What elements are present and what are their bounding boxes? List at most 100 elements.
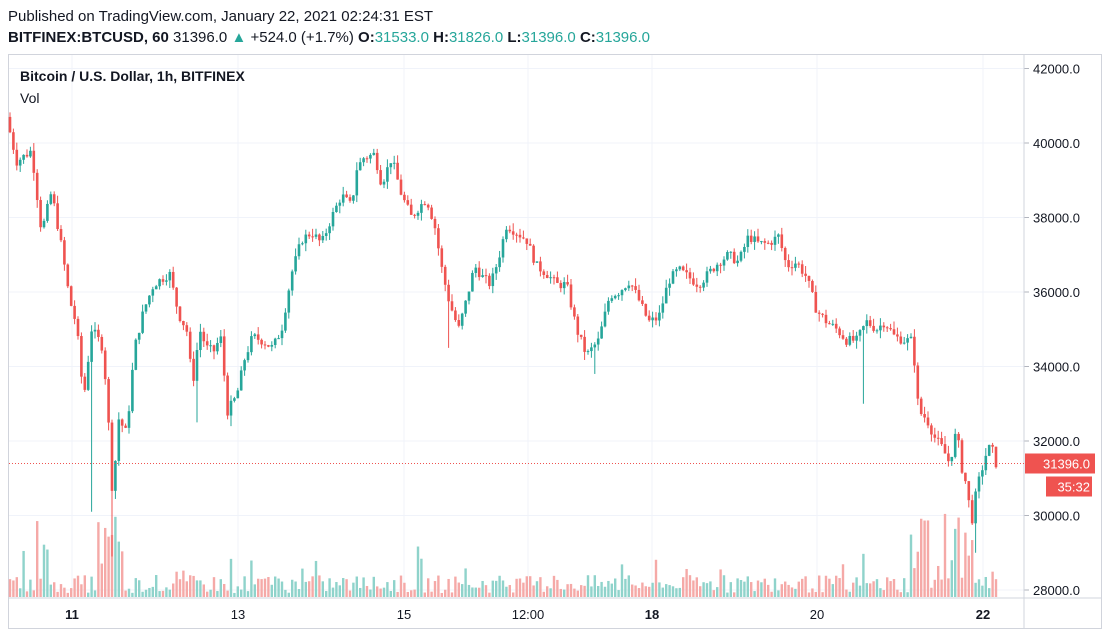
candle-body: [933, 434, 937, 438]
volume-bar: [886, 577, 889, 597]
volume-bar: [430, 591, 433, 597]
candle-body: [763, 241, 767, 243]
volume-bar: [726, 592, 729, 597]
candle-body: [467, 291, 471, 301]
candle-body: [865, 320, 869, 327]
candle-body: [868, 320, 872, 326]
x-tick-label: 20: [810, 607, 824, 622]
volume-bar: [90, 576, 93, 597]
candle-body: [817, 312, 821, 314]
high-value: 31826.0: [448, 29, 504, 46]
candle-body: [256, 334, 260, 340]
candle-body: [301, 243, 304, 245]
candle-body: [607, 300, 610, 312]
candle-body: [331, 212, 335, 227]
candle-body: [69, 286, 73, 306]
candle-body: [539, 261, 542, 272]
volume-bar: [328, 578, 331, 597]
candle-body: [879, 325, 882, 331]
volume-bar: [206, 591, 209, 597]
candle-body: [219, 336, 223, 343]
candle-body: [926, 417, 930, 426]
candle-body: [205, 341, 209, 346]
volume-bar: [807, 592, 811, 597]
volume-bar: [427, 578, 430, 597]
volume-bar: [83, 575, 86, 597]
volume-bar: [359, 587, 362, 597]
volume-bar: [957, 517, 960, 597]
volume-bar: [131, 592, 134, 597]
candle-body: [556, 277, 559, 283]
volume-bar: [960, 577, 964, 597]
volume-bar: [495, 580, 498, 597]
volume-bar: [648, 586, 651, 597]
volume-bar: [994, 579, 998, 597]
candle-body: [899, 336, 903, 344]
candle-body: [698, 286, 702, 288]
volume-bar: [637, 588, 641, 597]
candle-body: [382, 181, 386, 185]
candle-body: [253, 334, 257, 337]
volume-bar: [923, 520, 926, 597]
volume-bar: [141, 591, 144, 597]
volume-bar: [644, 586, 647, 597]
volume-bar: [971, 540, 974, 597]
candle-body: [576, 316, 580, 335]
volume-bar: [32, 590, 35, 597]
volume-legend: Vol: [20, 90, 40, 106]
candle-body: [593, 344, 597, 348]
candle-body: [154, 286, 158, 290]
volume-bar: [362, 577, 365, 597]
candle-body: [882, 325, 886, 328]
symbol: BITFINEX:BTCUSD, 60: [8, 29, 169, 46]
volume-bar: [964, 532, 967, 597]
volume-bar: [226, 590, 229, 597]
candle-body: [199, 331, 202, 351]
candle-body: [35, 172, 39, 201]
volume-bar: [525, 576, 528, 597]
candle-body: [32, 150, 36, 173]
candle-body: [209, 345, 212, 347]
volume-bar: [403, 582, 406, 597]
volume-bar: [104, 527, 107, 597]
candle-body: [790, 267, 794, 269]
volume-bar: [593, 575, 596, 597]
volume-bar: [692, 580, 695, 597]
candle-body: [83, 376, 87, 390]
y-tick-label: 30000.0: [1033, 509, 1080, 524]
volume-bar: [379, 588, 382, 597]
volume-bar: [382, 587, 386, 597]
countdown-tag: [1046, 476, 1092, 497]
volume-bar: [291, 579, 294, 597]
candle-body: [66, 264, 70, 287]
volume-bar: [563, 589, 566, 597]
volume-bar: [845, 589, 848, 597]
volume-bar: [250, 560, 253, 597]
volume-bar: [899, 592, 902, 597]
volume-bar: [933, 579, 936, 597]
volume-bar: [355, 576, 358, 597]
volume-bar: [804, 576, 807, 597]
volume-bar: [36, 521, 39, 597]
candle-body: [188, 331, 192, 359]
candle-body: [688, 272, 692, 279]
volume-bar: [240, 589, 243, 597]
candle-body: [158, 279, 161, 287]
candle-body: [586, 351, 590, 353]
volume-bar: [144, 589, 148, 597]
volume-bar: [304, 581, 307, 597]
volume-bar: [552, 575, 556, 597]
volume-bar: [124, 590, 127, 597]
volume-bar: [841, 564, 845, 597]
candle-body: [875, 330, 879, 332]
x-tick-label: 18: [645, 607, 659, 622]
volume-bar: [348, 590, 352, 597]
candle-body: [267, 345, 270, 347]
volume-bar: [940, 579, 943, 597]
candle-body: [80, 336, 83, 377]
candle-body: [756, 236, 760, 242]
volume-bar: [243, 576, 246, 597]
candle-body: [212, 345, 216, 352]
x-tick-label: 12:00: [512, 607, 545, 622]
